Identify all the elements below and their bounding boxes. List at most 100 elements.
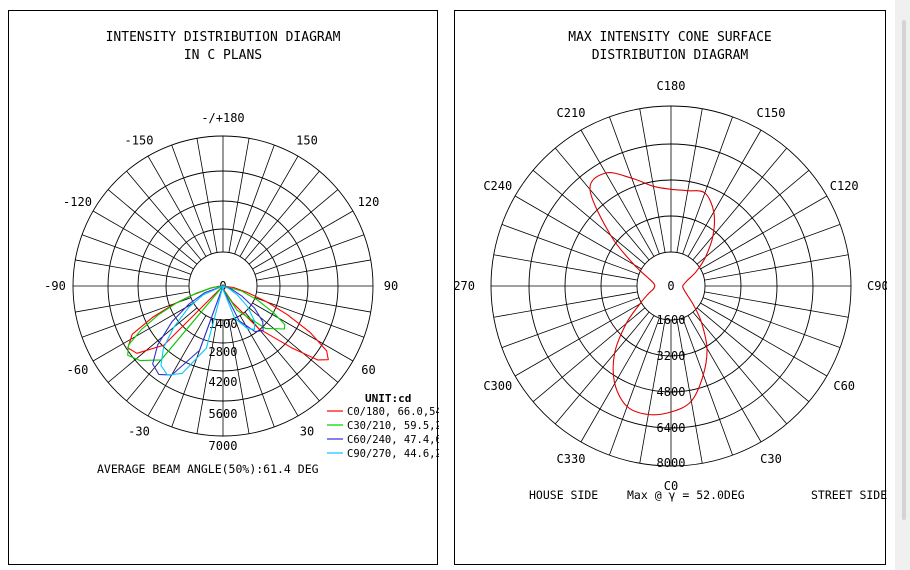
radial-tick-label: 2800 [209,345,238,359]
max-gamma-label: Max @ γ = 52.0DEG [627,488,745,502]
grid-spoke [107,189,198,265]
angle-tick-label: C90 [867,279,887,293]
scrollbar-thumb[interactable] [902,20,906,520]
beam-angle-footer: AVERAGE BEAM ANGLE(50%):61.4 DEG [97,462,319,476]
street-side-label: STREET SIDE [811,488,887,502]
grid-circle [564,179,778,393]
grid-spoke [682,116,733,255]
grid-spoke [700,302,828,377]
legend-entry: C60/240, 47.4,6.6 [347,434,439,446]
grid-circle [490,105,852,467]
grid-spoke [196,138,218,253]
house-side-label: HOUSE SIDE [529,488,598,502]
grid-spoke [700,195,828,270]
series-curve [160,285,256,376]
grid-spoke [228,319,250,434]
grid-spoke [532,307,646,403]
grid-circle [107,170,339,402]
grid-circle [636,251,706,321]
angle-tick-label: -150 [125,134,154,148]
grid-spoke [696,169,810,265]
angle-tick-label: C300 [483,379,512,393]
grid-spoke [256,259,371,281]
grid-spoke [252,210,354,270]
grid-spoke [687,129,762,257]
grid-spoke [171,144,212,255]
radial-tick-label: 1600 [657,313,686,327]
grid-spoke [92,302,194,362]
grid-spoke [147,315,207,417]
grid-spoke [239,155,299,257]
grid-spoke [75,291,190,313]
chart-title-line1: INTENSITY DISTRIBUTION DIAGRAM [105,30,341,45]
grid-spoke [676,108,703,253]
chart-title-line2: DISTRIBUTION DIAGRAM [591,48,749,63]
chart-title-line1: MAX INTENSITY CONE SURFACE [568,30,772,45]
grid-circle [528,143,814,429]
grid-spoke [92,210,194,270]
angle-tick-label: 150 [296,134,318,148]
grid-spoke [254,234,365,275]
grid-spoke [514,195,642,270]
angle-tick-label: C150 [757,106,786,120]
radial-tick-label: 8000 [657,456,686,470]
series-curve [127,285,286,362]
radial-tick-label: 7000 [209,439,238,453]
grid-spoke [196,319,218,434]
angle-tick-label: C120 [830,179,859,193]
angle-tick-label: C180 [657,79,686,93]
grid-circle [188,251,258,321]
grid-circle [72,135,374,437]
grid-spoke [532,169,646,265]
legend-entry: C0/180, 66.0,54.0 [347,406,439,418]
legend-entry: C90/270, 44.6,2.5 [347,448,439,460]
radial-tick-label: 3200 [657,349,686,363]
grid-spoke [256,291,371,313]
grid-circle [165,228,281,344]
intensity-distribution-panel: INTENSITY DISTRIBUTION DIAGRAM IN C PLAN… [8,10,439,565]
radial-tick-label: 1400 [209,317,238,331]
cone-polar-chart: C180 C150 C120 C90 C60 C30 C0 C330 C300 C270 C240 C… [455,79,887,502]
angle-tick-label: 60 [361,363,375,377]
grid-spoke [580,315,655,443]
grid-spoke [687,315,762,443]
cone-surface-panel: MAX INTENSITY CONE SURFACE DISTRIBUTION … [454,10,887,565]
chart-title-line2: IN C PLANS [183,48,263,63]
grid-spoke [609,116,660,255]
series-curve [589,172,716,416]
grid-spoke [493,254,638,281]
grid-spoke [252,302,354,362]
grid-circle [137,200,309,372]
grid-spoke [704,254,849,281]
angle-tick-label: -30 [128,424,150,438]
grid-spoke [676,319,703,464]
unit-label: UNIT:cd [365,392,411,405]
grid-spoke [704,291,849,318]
grid-spoke [126,170,202,261]
grid-spoke [702,297,841,348]
grid-spoke [239,315,299,417]
angle-tick-label: 30 [300,424,314,438]
grid-spoke [609,317,660,456]
angle-tick-label: 90 [384,279,398,293]
grid-spoke [639,108,666,253]
angle-tick-label: C0 [664,479,678,493]
grid-spoke [234,317,275,428]
angle-tick-label: C270 [455,279,475,293]
grid-spoke [228,138,250,253]
radial-tick-label: 4200 [209,375,238,389]
grid-spoke [147,155,207,257]
grid-spoke [234,144,275,255]
angle-tick-label: -60 [67,363,89,377]
radial-tick-label: 4800 [657,385,686,399]
grid-spoke [554,147,650,261]
grid-spoke [514,302,642,377]
grid-spoke [639,319,666,464]
grid-spoke [81,234,192,275]
angle-tick-label: 120 [358,195,380,209]
grid-spoke [702,224,841,275]
grid-spoke [107,307,198,383]
grid-circle [600,215,742,357]
angle-tick-label: -/+180 [201,111,244,125]
grid-spoke [682,317,733,456]
